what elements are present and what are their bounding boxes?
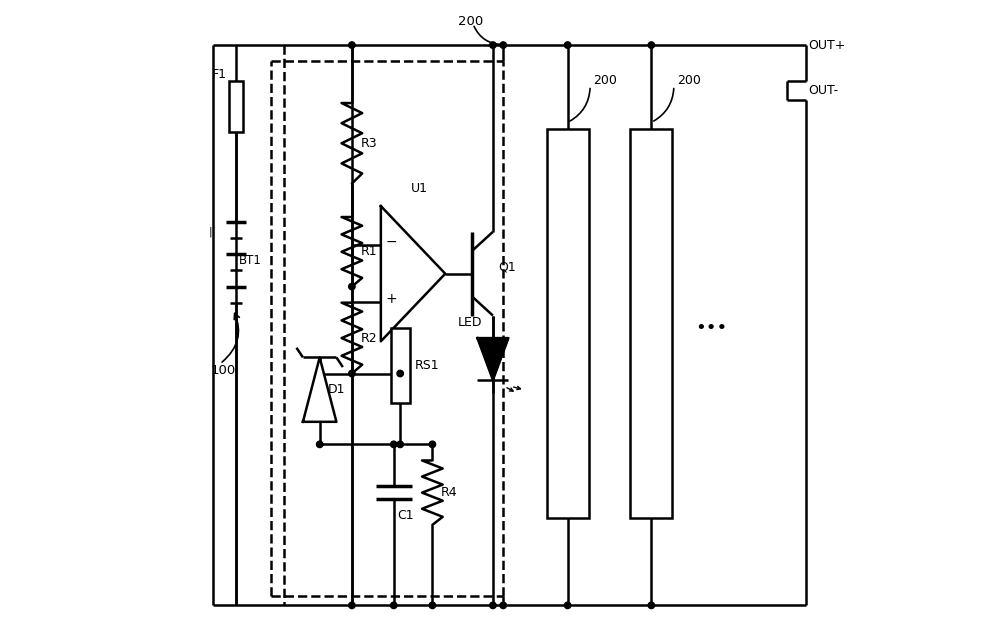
Text: C1: C1 xyxy=(397,509,414,522)
Text: U1: U1 xyxy=(411,182,428,194)
Circle shape xyxy=(391,602,397,609)
Circle shape xyxy=(391,441,397,448)
Text: LED: LED xyxy=(457,316,482,328)
Bar xyxy=(229,80,243,132)
Text: OUT+: OUT+ xyxy=(808,39,845,52)
Circle shape xyxy=(564,602,571,609)
Text: RS1: RS1 xyxy=(415,359,440,372)
Circle shape xyxy=(397,441,403,448)
Text: 200: 200 xyxy=(593,74,617,87)
Text: R2: R2 xyxy=(360,332,377,345)
Bar xyxy=(630,129,672,518)
Circle shape xyxy=(490,42,496,48)
Circle shape xyxy=(490,602,496,609)
Text: R1: R1 xyxy=(360,245,377,258)
Circle shape xyxy=(564,42,571,48)
Text: •••: ••• xyxy=(695,319,727,337)
Circle shape xyxy=(349,283,355,290)
Text: R4: R4 xyxy=(441,486,457,499)
Circle shape xyxy=(397,370,403,377)
Text: −: − xyxy=(386,235,398,249)
Circle shape xyxy=(648,602,655,609)
Bar xyxy=(547,129,589,518)
Text: R3: R3 xyxy=(360,137,377,150)
Text: 200: 200 xyxy=(458,15,483,28)
Circle shape xyxy=(349,42,355,48)
Text: Q1: Q1 xyxy=(498,261,516,274)
Text: OUT-: OUT- xyxy=(808,84,838,97)
Bar xyxy=(391,328,410,402)
Text: +: + xyxy=(385,292,397,306)
Circle shape xyxy=(316,441,323,448)
Text: |: | xyxy=(209,227,213,237)
Text: 200: 200 xyxy=(677,74,701,87)
Text: D1: D1 xyxy=(327,383,345,396)
Circle shape xyxy=(349,602,355,609)
Circle shape xyxy=(429,602,436,609)
Polygon shape xyxy=(303,357,336,422)
Polygon shape xyxy=(477,338,508,380)
Circle shape xyxy=(648,42,655,48)
Circle shape xyxy=(500,602,506,609)
Circle shape xyxy=(429,441,436,448)
Circle shape xyxy=(349,370,355,377)
Circle shape xyxy=(500,42,506,48)
Text: F1: F1 xyxy=(212,68,227,80)
Text: 100: 100 xyxy=(210,364,235,377)
Text: BT1: BT1 xyxy=(239,254,262,267)
